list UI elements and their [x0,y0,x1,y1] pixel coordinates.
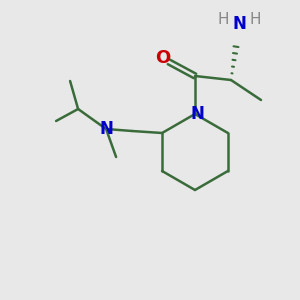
Text: O: O [155,49,171,67]
Text: N: N [190,105,204,123]
Text: H: H [249,13,261,28]
Text: N: N [232,15,246,33]
Text: N: N [99,120,113,138]
Text: H: H [217,13,229,28]
